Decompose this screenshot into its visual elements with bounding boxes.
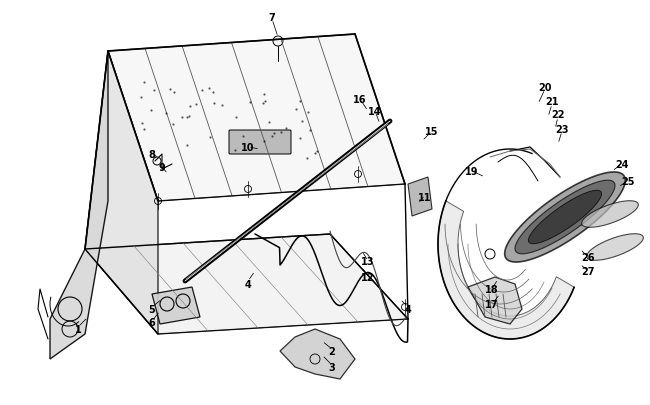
Text: 15: 15: [425, 127, 439, 136]
Polygon shape: [85, 52, 158, 334]
Text: 14: 14: [369, 107, 382, 117]
Text: 16: 16: [353, 95, 367, 105]
Text: 8: 8: [149, 149, 155, 160]
Polygon shape: [528, 191, 602, 244]
Polygon shape: [408, 177, 432, 216]
Polygon shape: [280, 329, 355, 379]
Text: 19: 19: [465, 166, 479, 177]
Text: 21: 21: [545, 97, 559, 107]
Text: 24: 24: [616, 160, 629, 170]
Text: 17: 17: [486, 299, 499, 309]
Polygon shape: [438, 201, 574, 339]
Text: 3: 3: [329, 362, 335, 372]
Text: 5: 5: [149, 304, 155, 314]
Polygon shape: [504, 173, 625, 262]
Text: 9: 9: [159, 162, 165, 173]
Polygon shape: [587, 234, 644, 261]
Text: 20: 20: [538, 83, 552, 93]
Text: 2: 2: [329, 346, 335, 356]
Text: 18: 18: [485, 284, 499, 294]
Text: 7: 7: [268, 13, 276, 23]
Text: 1: 1: [75, 324, 81, 334]
Text: 25: 25: [621, 177, 635, 187]
Text: 11: 11: [418, 192, 432, 202]
Text: 12: 12: [361, 272, 375, 282]
Polygon shape: [85, 234, 408, 334]
Polygon shape: [515, 181, 615, 254]
Polygon shape: [152, 287, 200, 324]
Text: 13: 13: [361, 256, 375, 266]
Polygon shape: [468, 277, 522, 324]
Text: 22: 22: [551, 110, 565, 120]
Text: 4: 4: [244, 279, 252, 289]
Text: 6: 6: [149, 317, 155, 327]
Text: 23: 23: [555, 125, 569, 135]
Text: 10: 10: [241, 143, 255, 153]
Polygon shape: [582, 201, 638, 228]
FancyBboxPatch shape: [229, 131, 291, 155]
Polygon shape: [50, 52, 108, 359]
Text: 26: 26: [581, 252, 595, 262]
Text: 27: 27: [581, 266, 595, 276]
Text: 4: 4: [404, 304, 411, 314]
Polygon shape: [108, 35, 405, 202]
